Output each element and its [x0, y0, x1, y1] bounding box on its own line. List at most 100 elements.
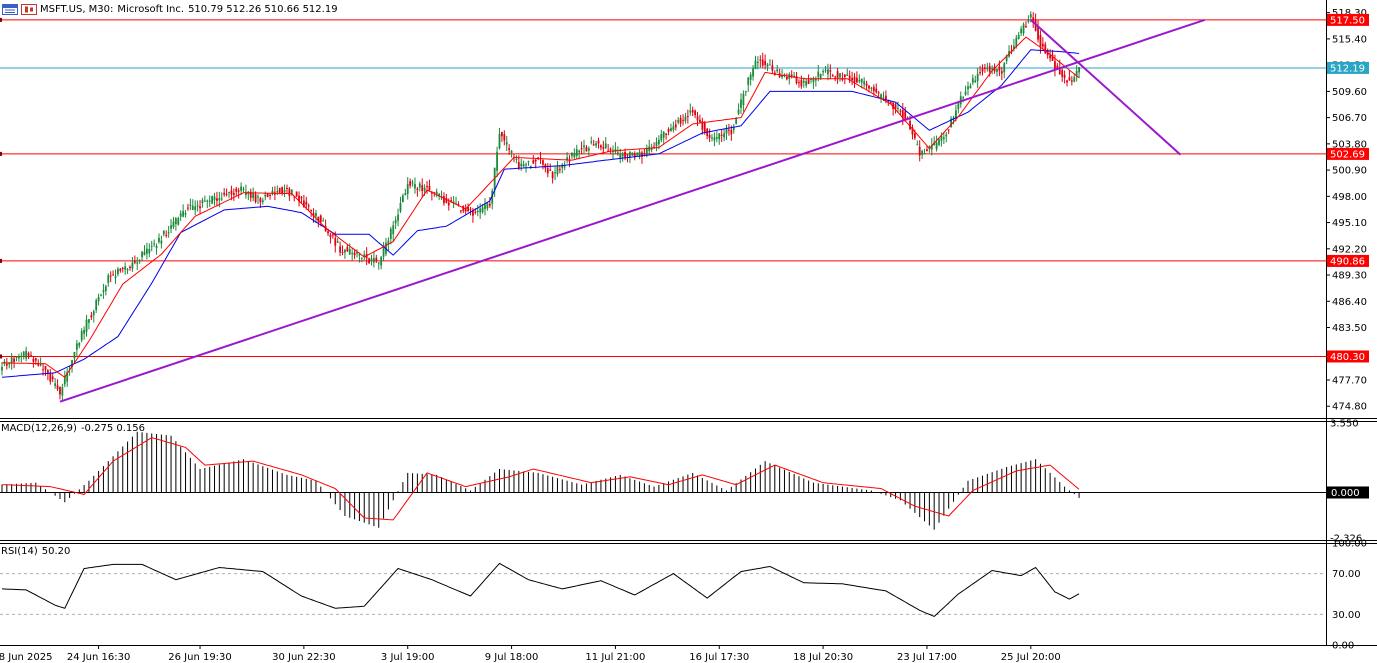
candle-body: [1061, 69, 1064, 77]
candle-body: [447, 202, 450, 206]
candle-body: [725, 129, 728, 134]
price-tick-label: 486.40: [1332, 297, 1367, 308]
candle-body: [257, 196, 259, 198]
level-label: 517.50: [1330, 15, 1365, 26]
candle-body: [1039, 35, 1042, 47]
rsi-line: [1, 562, 1080, 617]
candle-body: [428, 185, 431, 191]
candle-body: [377, 262, 380, 264]
candle-body: [1070, 80, 1073, 82]
candle-body: [138, 259, 141, 262]
candle-body: [213, 196, 216, 201]
candle-body: [83, 329, 86, 334]
candle-body: [624, 151, 626, 158]
downtrend-line: [1030, 19, 1182, 156]
candle-body: [648, 146, 651, 152]
level-handle: [0, 151, 2, 156]
candle-body: [223, 192, 226, 195]
candle-body: [167, 232, 170, 234]
candle-body: [747, 77, 750, 85]
candle-body: [464, 208, 467, 212]
candle-body: [13, 358, 15, 362]
candle-body: [860, 78, 863, 83]
candle-body: [689, 110, 692, 113]
candle-body: [18, 356, 20, 359]
level-label-bg: [1327, 13, 1369, 26]
candle-body: [829, 70, 832, 72]
candle-body: [571, 153, 573, 157]
price-tick-label: 518.30: [1332, 8, 1367, 19]
candle-body: [269, 195, 271, 197]
candle-body: [283, 190, 286, 193]
candle-body: [327, 231, 329, 234]
candle-body: [911, 127, 914, 135]
candle-body: [785, 76, 788, 80]
candle-body: [824, 69, 827, 71]
candle-body: [92, 311, 95, 316]
candle-body: [967, 86, 969, 90]
candle-body: [1044, 44, 1047, 54]
candle-body: [894, 104, 897, 109]
candle-body: [800, 80, 803, 87]
candle-body: [764, 60, 767, 66]
candle-body: [633, 153, 636, 158]
candle-body: [353, 252, 356, 256]
candle-body: [976, 73, 979, 81]
candle-body: [542, 160, 544, 165]
candle-body: [621, 153, 624, 157]
candle-body: [732, 126, 735, 131]
candle-body: [276, 191, 279, 193]
candle-body: [827, 69, 829, 75]
candle-body: [713, 137, 716, 141]
candle-body: [409, 181, 412, 186]
price-tick-label: 492.20: [1332, 244, 1367, 255]
candle-body: [510, 150, 513, 153]
candle-body: [158, 237, 160, 242]
candle-body: [686, 115, 689, 117]
candle-body: [104, 286, 107, 291]
candle-body: [580, 148, 583, 150]
candle-body: [66, 371, 69, 382]
candle-body: [445, 198, 448, 203]
candle-body: [793, 75, 796, 77]
candle-body: [469, 208, 472, 210]
candle-body: [433, 192, 436, 194]
candle-body: [203, 200, 206, 202]
level-handle: [0, 17, 2, 22]
candle-body: [293, 196, 296, 198]
candle-body: [319, 215, 322, 222]
candle-body: [450, 200, 453, 202]
candle-body: [805, 81, 808, 86]
price-tick-label: 515.40: [1332, 34, 1367, 45]
candle-body: [363, 254, 366, 258]
candle-body: [955, 110, 957, 119]
candle-body: [585, 147, 588, 152]
candle-body: [563, 166, 566, 168]
candle-body: [843, 74, 846, 78]
candle-body: [964, 91, 967, 95]
candle-body: [102, 290, 105, 293]
candle-body: [742, 93, 745, 105]
level-handle: [0, 354, 2, 359]
candle-body: [573, 153, 576, 158]
candle-body: [295, 191, 298, 197]
candle-body: [129, 266, 131, 268]
candle-body: [414, 184, 416, 189]
candle-body: [971, 78, 974, 83]
candle-body: [206, 200, 209, 202]
candle-body: [660, 134, 663, 141]
candle-body: [899, 110, 902, 112]
candle-body: [822, 71, 824, 73]
level-label: 490.86: [1330, 256, 1365, 267]
candle-body: [1051, 54, 1054, 61]
candle-body: [266, 193, 269, 197]
candle-body: [834, 76, 837, 78]
candle-body: [423, 187, 426, 191]
candle-body: [529, 165, 532, 167]
candle-body: [711, 137, 713, 139]
candle-body: [643, 153, 646, 155]
candle-body: [467, 206, 469, 212]
candle-body: [493, 167, 496, 191]
candle-body: [590, 141, 593, 143]
